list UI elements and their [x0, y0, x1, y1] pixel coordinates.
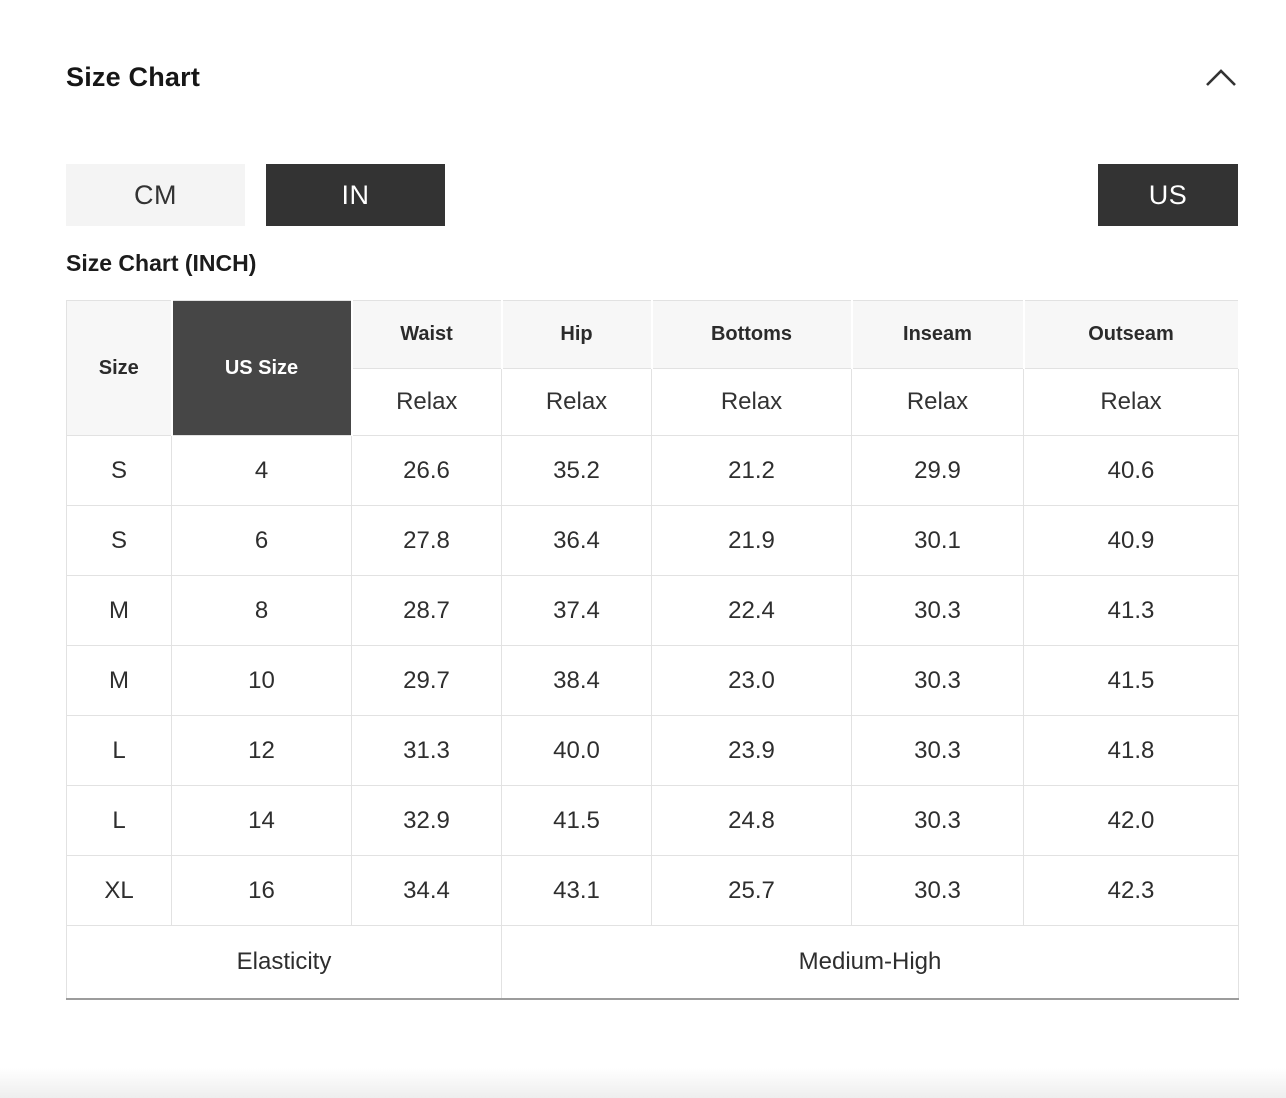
size-table-head: Size US Size Waist Hip Bottoms Inseam Ou…: [66, 300, 1240, 436]
size-table-foot: Elasticity Medium-High: [66, 925, 1239, 1000]
measure-cell-bottoms: 23.0: [651, 645, 852, 716]
measure-cell-bottoms: 24.8: [651, 785, 852, 856]
header-row-fit: Relax Relax Relax Relax Relax: [67, 368, 1239, 436]
header-row-measures: Size US Size Waist Hip Bottoms Inseam Ou…: [66, 300, 1240, 436]
size-cell: S: [66, 505, 172, 576]
measure-cell-outseam: 40.6: [1023, 435, 1239, 506]
measure-cell-waist: 26.6: [351, 435, 502, 506]
panel-header: Size Chart: [66, 62, 1238, 93]
unit-button-cm[interactable]: CM: [66, 164, 245, 226]
measure-cell-bottoms: 21.9: [651, 505, 852, 576]
table-row: S 4 26.6 35.2 21.2 29.9 40.6: [66, 435, 1239, 506]
measure-cell-hip: 43.1: [501, 855, 652, 926]
measure-cell-inseam: 30.3: [851, 785, 1024, 856]
fit-cell-bottoms: Relax: [651, 368, 852, 436]
measure-cell-bottoms: 22.4: [651, 575, 852, 646]
size-cell: XL: [66, 855, 172, 926]
elasticity-label-cell: Elasticity: [66, 925, 502, 1000]
column-header-bottoms: Bottoms: [650, 300, 853, 369]
measure-cell-inseam: 30.3: [851, 645, 1024, 716]
column-header-us-size: US Size: [170, 300, 353, 436]
measure-cell-outseam: 42.0: [1023, 785, 1239, 856]
measure-cell-hip: 35.2: [501, 435, 652, 506]
measure-cell-outseam: 40.9: [1023, 505, 1239, 576]
fit-cell-waist: Relax: [351, 368, 502, 436]
measure-cell-bottoms: 21.2: [651, 435, 852, 506]
size-cell: L: [66, 785, 172, 856]
us-size-cell: 6: [171, 505, 352, 576]
column-header-outseam: Outseam: [1022, 300, 1240, 369]
measure-cell-hip: 36.4: [501, 505, 652, 576]
us-size-cell: 14: [171, 785, 352, 856]
measure-cell-hip: 41.5: [501, 785, 652, 856]
table-row: M 10 29.7 38.4 23.0 30.3 41.5: [66, 645, 1239, 716]
table-row: L 14 32.9 41.5 24.8 30.3 42.0: [66, 785, 1239, 856]
measure-cell-hip: 40.0: [501, 715, 652, 786]
region-button-us[interactable]: US: [1098, 164, 1238, 226]
measure-cell-inseam: 29.9: [851, 435, 1024, 506]
us-size-cell: 10: [171, 645, 352, 716]
measure-cell-inseam: 30.3: [851, 855, 1024, 926]
us-size-cell: 16: [171, 855, 352, 926]
measure-cell-hip: 37.4: [501, 575, 652, 646]
measure-cell-bottoms: 25.7: [651, 855, 852, 926]
us-size-cell: 8: [171, 575, 352, 646]
measure-cell-bottoms: 23.9: [651, 715, 852, 786]
column-header-waist: Waist: [350, 300, 503, 369]
size-cell: L: [66, 715, 172, 786]
measure-cell-outseam: 41.8: [1023, 715, 1239, 786]
table-row: M 8 28.7 37.4 22.4 30.3 41.3: [66, 575, 1239, 646]
measure-cell-outseam: 41.5: [1023, 645, 1239, 716]
page-bottom-edge: [0, 1068, 1286, 1098]
measure-cell-outseam: 41.3: [1023, 575, 1239, 646]
table-row: XL 16 34.4 43.1 25.7 30.3 42.3: [66, 855, 1239, 926]
size-cell: S: [66, 435, 172, 506]
measure-cell-waist: 27.8: [351, 505, 502, 576]
size-chart-panel: Size Chart CM IN US Size Chart (INCH) S: [0, 62, 1286, 1000]
column-header-inseam: Inseam: [850, 300, 1025, 369]
table-row: L 12 31.3 40.0 23.9 30.3 41.8: [66, 715, 1239, 786]
unit-button-in[interactable]: IN: [266, 164, 445, 226]
measure-cell-waist: 31.3: [351, 715, 502, 786]
table-row: S 6 27.8 36.4 21.9 30.1 40.9: [66, 505, 1239, 576]
measure-cell-inseam: 30.1: [851, 505, 1024, 576]
column-header-hip: Hip: [500, 300, 653, 369]
size-table-body: S 4 26.6 35.2 21.2 29.9 40.6 S 6 27.8 36…: [66, 435, 1239, 926]
elasticity-value-cell: Medium-High: [501, 925, 1239, 1000]
table-subtitle: Size Chart (INCH): [66, 250, 257, 276]
footer-row: Elasticity Medium-High: [66, 925, 1239, 1000]
unit-toggle-row: CM IN US: [66, 164, 1238, 226]
us-size-cell: 4: [171, 435, 352, 506]
collapse-button[interactable]: [1204, 66, 1238, 90]
fit-cell-inseam: Relax: [851, 368, 1024, 436]
column-header-size: Size: [66, 300, 172, 436]
measure-cell-outseam: 42.3: [1023, 855, 1239, 926]
fit-cell-outseam: Relax: [1023, 368, 1239, 436]
measure-cell-waist: 29.7: [351, 645, 502, 716]
measure-cell-inseam: 30.3: [851, 575, 1024, 646]
measure-cell-waist: 32.9: [351, 785, 502, 856]
size-cell: M: [66, 575, 172, 646]
measure-cell-waist: 28.7: [351, 575, 502, 646]
size-cell: M: [66, 645, 172, 716]
fit-cell-hip: Relax: [501, 368, 652, 436]
chevron-up-icon: [1204, 68, 1238, 93]
measure-cell-waist: 34.4: [351, 855, 502, 926]
measure-cell-inseam: 30.3: [851, 715, 1024, 786]
us-size-cell: 12: [171, 715, 352, 786]
measure-cell-hip: 38.4: [501, 645, 652, 716]
page-title: Size Chart: [66, 62, 201, 92]
size-table: Size US Size Waist Hip Bottoms Inseam Ou…: [66, 300, 1240, 1000]
